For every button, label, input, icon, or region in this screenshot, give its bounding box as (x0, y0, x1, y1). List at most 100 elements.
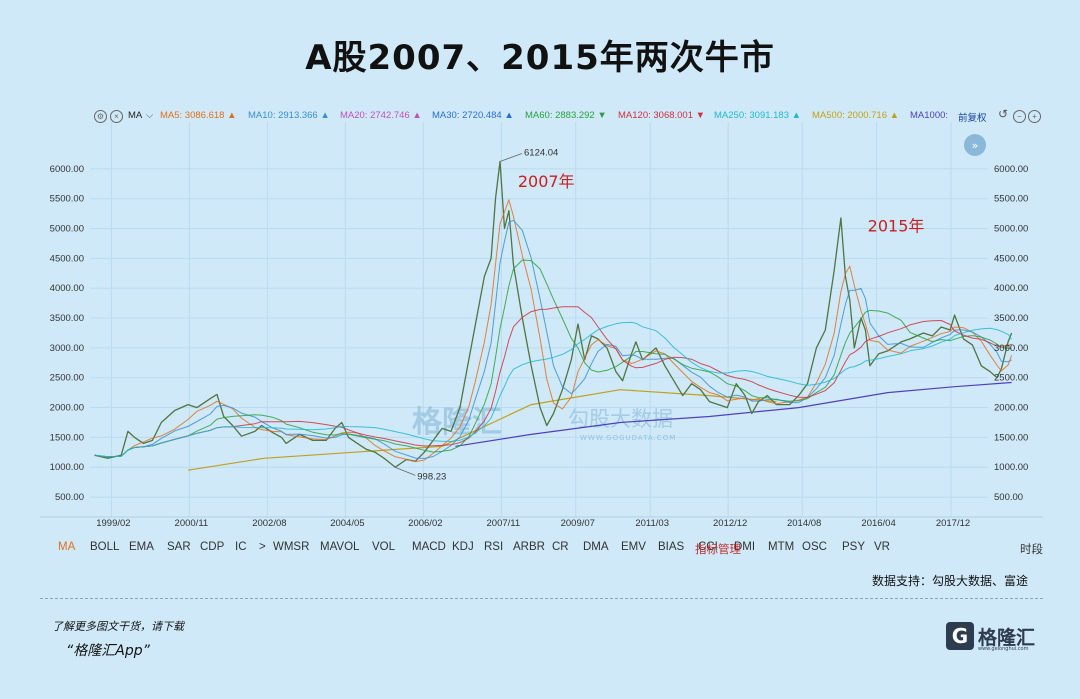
indicator-tab[interactable]: > (259, 541, 266, 553)
y-tick-label-left: 1000.00 (50, 462, 84, 473)
ma-item[interactable]: MA500: 2000.716 ▲ (812, 110, 900, 121)
series-line (94, 321, 1013, 458)
chevron-down-icon[interactable]: ⌵ (146, 110, 154, 121)
y-tick-label-left: 500.00 (55, 492, 84, 503)
chart-grid (40, 122, 1043, 518)
ma-item[interactable]: MA10: 2913.366 ▲ (248, 110, 330, 121)
y-tick-label-right: 4500.00 (994, 253, 1028, 264)
svg-text:»: » (972, 139, 979, 152)
indicator-tab[interactable]: DMA (583, 541, 609, 553)
indicator-tab[interactable]: CDP (200, 541, 225, 553)
y-tick-label-left: 3000.00 (50, 343, 84, 354)
period-button[interactable]: 时段 (1020, 544, 1043, 556)
y-tick-label-right: 6000.00 (994, 164, 1028, 175)
y-tick-label-right: 2000.00 (994, 403, 1028, 414)
long-ma-lines (187, 381, 1012, 471)
series-line (134, 306, 1012, 448)
y-tick-label-left: 5000.00 (50, 224, 84, 235)
indicator-tab[interactable]: DMI (734, 541, 756, 553)
indicator-tab[interactable]: VOL (372, 541, 396, 553)
chart-annotations: 6124.04 998.23 2007年 2015年 (395, 147, 924, 482)
expand-button[interactable]: » (964, 134, 986, 156)
era-label: 2007年 (518, 172, 575, 191)
indicator-tab[interactable]: WMSR (273, 541, 310, 553)
indicator-tab[interactable]: SAR (167, 541, 191, 553)
y-tick-label-right: 1000.00 (994, 462, 1028, 473)
x-tick-label: 2009/07 (561, 518, 595, 529)
ma-item[interactable]: MA250: 3091.183 ▲ (714, 110, 802, 121)
y-tick-label-right: 5500.00 (994, 194, 1028, 205)
x-tick-label: 2004/05 (330, 518, 364, 529)
indicator-tab[interactable]: KDJ (452, 541, 474, 553)
y-tick-label-right: 3000.00 (994, 343, 1028, 354)
indicator-manage-button[interactable]: 指标管理 (695, 544, 741, 556)
peak-leader (499, 153, 523, 162)
indicator-tab[interactable]: OSC (802, 541, 827, 553)
series-line (94, 219, 1012, 459)
indicator-tab[interactable]: MAVOL (320, 541, 360, 553)
ma-long-line (455, 381, 1012, 447)
ma-selector[interactable]: MA (128, 110, 143, 121)
x-tick-label: 2006/02 (408, 518, 442, 529)
x-tick-label: 1999/02 (96, 518, 130, 529)
indicator-tab[interactable]: EMA (129, 541, 154, 553)
ma-long-line (187, 389, 777, 471)
page-title: A股2007、2015年两次牛市 (305, 38, 775, 78)
indicator-tab[interactable]: CCI (698, 541, 718, 553)
x-tick-label: 2011/03 (635, 518, 669, 529)
promo-line-2: “格隆汇App” (66, 643, 150, 659)
brand-logo: G 格隆汇 www.gelonghui.com (946, 620, 1046, 654)
adjust-selector[interactable]: 前复权 (958, 113, 987, 124)
ma-item[interactable]: MA20: 2742.746 ▲ (340, 110, 422, 121)
indicator-tab[interactable]: BIAS (658, 541, 685, 553)
x-tick-label: 2000/11 (175, 518, 209, 529)
indicator-bar: MA BOLL EMA SAR CDP IC > WMSR MAVOL VOL MACD KDJ RSI… (40, 538, 1043, 558)
ma-item[interactable]: MA60: 2883.292 ▼ (525, 110, 607, 121)
undo-icon[interactable]: ↺ (998, 107, 1009, 121)
logo-url: www.gelonghui.com (978, 646, 1029, 652)
watermark-left: 格隆汇 (412, 405, 502, 440)
close-icon[interactable]: × (110, 110, 123, 123)
logo-mark: G (946, 622, 974, 650)
y-tick-label-left: 6000.00 (50, 164, 84, 175)
promo-line-1: 了解更多图文干货，请下载 (52, 620, 184, 633)
zoom-in-icon[interactable]: + (1028, 110, 1041, 123)
divider (40, 598, 1043, 599)
indicator-tab[interactable]: BOLL (90, 541, 120, 553)
price-overlay (94, 161, 1012, 468)
ma-item[interactable]: MA30: 2720.484 ▲ (432, 110, 514, 121)
y-tick-label-right: 5000.00 (994, 224, 1028, 235)
era-label: 2015年 (868, 217, 925, 236)
indicator-tab[interactable]: IC (235, 541, 247, 553)
y-tick-label-left: 5500.00 (50, 194, 84, 205)
settings-icon[interactable]: ⚙ (94, 110, 107, 123)
logo-name: 格隆汇 (978, 627, 1036, 649)
y-tick-label-left: 2000.00 (50, 403, 84, 414)
indicator-tab[interactable]: CR (552, 541, 569, 553)
y-tick-label-right: 3500.00 (994, 313, 1028, 324)
zoom-out-icon[interactable]: − (1013, 110, 1026, 123)
indicator-tab[interactable]: ARBR (513, 541, 545, 553)
indicator-tab[interactable]: EMV (621, 541, 646, 553)
y-tick-label-left: 3500.00 (50, 313, 84, 324)
y-tick-label-right: 500.00 (994, 492, 1023, 503)
y-tick-label-left: 4500.00 (50, 253, 84, 264)
series-line (94, 259, 1012, 458)
y-tick-label-right: 4000.00 (994, 283, 1028, 294)
watermark-right-sub: WWW.GOGUDATA.COM (580, 434, 676, 442)
series-lines (94, 160, 1013, 468)
ma-item[interactable]: MA5: 3086.618 ▲ (160, 110, 237, 121)
x-tick-label: 2016/04 (861, 518, 895, 529)
series-line (94, 199, 1013, 463)
indicator-tab[interactable]: MACD (412, 541, 446, 553)
indicator-tab[interactable]: RSI (484, 541, 504, 553)
x-tick-label: 2017/12 (936, 518, 970, 529)
indicator-tab[interactable]: PSY (842, 541, 866, 553)
indicator-tab[interactable]: MA (58, 541, 76, 553)
indicator-tab[interactable]: VR (874, 541, 890, 553)
trough-label: 998.23 (417, 471, 446, 482)
indicator-tab[interactable]: MTM (768, 541, 795, 553)
ma-item[interactable]: MA120: 3068.001 ▼ (618, 110, 706, 121)
ma-item[interactable]: MA1000: (910, 110, 949, 121)
data-source: 数据支持：勾股大数据、富途 (871, 574, 1028, 588)
